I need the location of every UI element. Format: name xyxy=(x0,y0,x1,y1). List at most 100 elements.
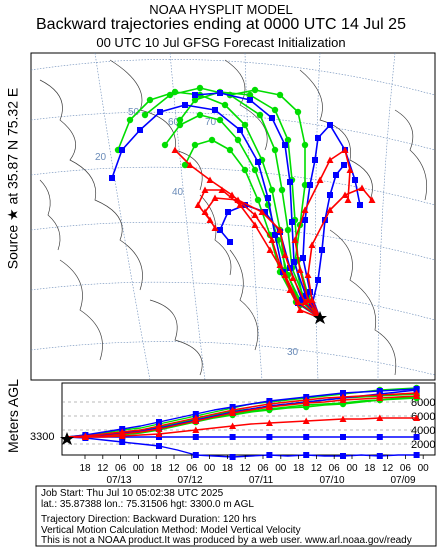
trajectory-marker xyxy=(192,92,198,98)
trajectory-marker xyxy=(265,195,271,201)
trajectory-marker xyxy=(109,175,115,181)
trajectory-marker xyxy=(278,186,286,194)
date-label: 07/09 xyxy=(390,475,415,486)
source-marker xyxy=(313,311,327,324)
trajectory-marker xyxy=(326,206,334,213)
trajectory-marker xyxy=(119,439,126,445)
height-tick: 2000 xyxy=(411,439,435,451)
trajectory-marker xyxy=(376,394,384,401)
trajectory-line xyxy=(174,149,321,319)
trajectory-marker xyxy=(308,296,316,303)
trajectory-line xyxy=(294,149,351,319)
trajectory-marker xyxy=(413,434,420,440)
trajectory-marker xyxy=(341,162,347,168)
trajectory-marker xyxy=(241,166,249,174)
trajectory-marker xyxy=(284,136,292,144)
trajectory-marker xyxy=(286,286,294,293)
height-trajectory-line xyxy=(67,395,417,438)
trajectory-marker xyxy=(258,208,266,215)
trajectory-marker xyxy=(413,414,421,421)
trajectory-marker xyxy=(339,415,347,422)
trajectory-marker xyxy=(265,419,273,426)
trajectory-marker xyxy=(294,108,302,116)
trajectory-marker xyxy=(413,386,420,392)
trajectory-marker xyxy=(266,434,273,440)
time-tick-label: 18 xyxy=(222,463,234,474)
trajectory-marker xyxy=(308,241,316,248)
trajectory-marker xyxy=(186,161,194,168)
trajectory-marker xyxy=(251,221,259,228)
trajectory-marker xyxy=(289,219,295,225)
trajectory-marker xyxy=(242,202,248,208)
trajectory-marker xyxy=(304,271,312,278)
trajectory-marker xyxy=(192,417,200,424)
time-tick-label: 06 xyxy=(115,463,127,474)
trajectory-marker xyxy=(307,182,313,188)
trajectory-marker xyxy=(262,209,268,215)
trajectory-marker xyxy=(268,236,276,243)
trajectory-title: Backward trajectories ending at 0000 UTC… xyxy=(36,16,406,33)
trajectory-marker xyxy=(141,111,149,119)
trajectory-marker xyxy=(312,157,318,163)
trajectory-marker xyxy=(271,146,279,154)
height-trajectory-line xyxy=(67,417,417,438)
trajectory-marker xyxy=(340,453,346,459)
trajectory-marker xyxy=(206,176,214,183)
trajectory-marker xyxy=(194,201,202,208)
trajectory-marker xyxy=(251,211,259,218)
time-tick-label: 06 xyxy=(400,463,412,474)
trajectory-marker xyxy=(119,147,125,153)
trajectory-line xyxy=(194,92,321,319)
trajectory-marker xyxy=(81,433,89,440)
coastlines xyxy=(39,59,428,376)
trajectory-marker xyxy=(246,91,254,99)
time-tick-label: 06 xyxy=(329,463,341,474)
trajectory-marker xyxy=(268,186,276,194)
trajectory-marker xyxy=(376,414,384,421)
trajectory-marker xyxy=(226,146,234,154)
trajectory-marker xyxy=(254,196,262,204)
trajectory-marker xyxy=(192,452,199,458)
time-tick-label: 00 xyxy=(346,463,358,474)
trajectory-marker xyxy=(413,392,421,399)
trajectory-marker xyxy=(302,417,310,424)
trajectory-marker xyxy=(296,306,304,313)
trajectory-marker xyxy=(413,452,420,458)
lon-label: 50 xyxy=(128,107,140,118)
trajectory-marker xyxy=(157,109,163,115)
trajectory-marker xyxy=(316,176,324,183)
trajectory-marker xyxy=(266,246,274,253)
trajectory-marker xyxy=(247,97,253,103)
job-info-box xyxy=(35,485,437,547)
time-tick-label: 12 xyxy=(240,463,252,474)
time-tick-label: 18 xyxy=(151,463,163,474)
vertical-method-line: Vertical Motion Calculation Method: Mode… xyxy=(41,525,301,536)
date-label: 07/12 xyxy=(177,475,202,486)
trajectory-marker xyxy=(192,411,199,417)
trajectory-marker xyxy=(341,191,349,198)
trajectory-marker xyxy=(302,217,308,223)
date-label: 07/11 xyxy=(249,475,274,486)
trajectory-line xyxy=(229,89,321,319)
trajectory-marker xyxy=(229,409,237,416)
trajectory-marker xyxy=(225,209,231,215)
trajectory-marker xyxy=(211,224,219,231)
trajectory-marker xyxy=(303,434,310,440)
height-trajectories xyxy=(66,384,421,460)
trajectory-marker xyxy=(266,452,273,458)
trajectory-marker xyxy=(229,434,236,440)
time-tick-label: 18 xyxy=(293,463,305,474)
trajectory-marker xyxy=(234,136,242,144)
map-grid-labels: 20 30 40 50 60 70 xyxy=(95,107,299,358)
trajectory-marker xyxy=(156,419,162,425)
map-frame xyxy=(30,52,436,381)
time-tick-label: 18 xyxy=(364,463,376,474)
trajectory-marker xyxy=(319,247,325,253)
trajectory-marker xyxy=(137,127,143,133)
trajectory-marker xyxy=(182,102,188,108)
trajectory-marker xyxy=(256,111,264,119)
trajectory-marker xyxy=(237,127,243,133)
lat-label: 40 xyxy=(172,187,184,198)
trajectory-marker xyxy=(211,194,219,201)
trajectory-line xyxy=(307,187,373,319)
